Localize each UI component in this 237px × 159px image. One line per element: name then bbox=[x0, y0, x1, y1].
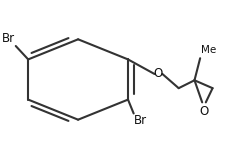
Text: Br: Br bbox=[1, 32, 15, 45]
Text: O: O bbox=[199, 105, 209, 118]
Text: Br: Br bbox=[134, 114, 147, 127]
Text: O: O bbox=[154, 67, 163, 80]
Text: Me: Me bbox=[201, 45, 216, 55]
